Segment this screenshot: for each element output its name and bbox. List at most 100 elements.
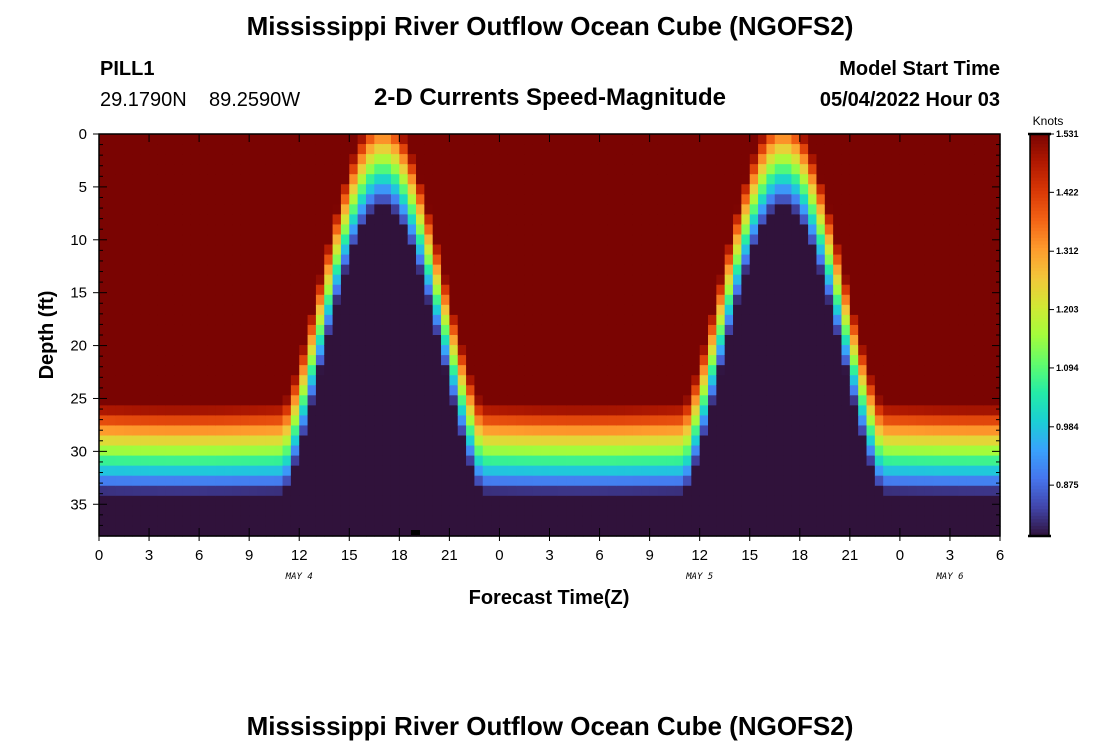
heatmap-cell xyxy=(507,314,517,326)
heatmap-cell xyxy=(349,355,359,366)
heatmap-cell xyxy=(140,304,150,316)
colorbar-segment xyxy=(1030,241,1049,246)
heatmap-cell xyxy=(632,194,642,205)
heatmap-cell xyxy=(791,234,801,246)
heatmap-cell xyxy=(399,324,409,336)
heatmap-cell xyxy=(457,415,467,427)
heatmap-cell xyxy=(232,304,242,316)
heatmap-cell xyxy=(499,224,509,236)
heatmap-cell xyxy=(365,485,375,497)
heatmap-cell xyxy=(199,204,209,215)
heatmap-cell xyxy=(107,405,117,416)
heatmap-cell xyxy=(799,475,809,487)
heatmap-cell xyxy=(407,154,417,165)
heatmap-cell xyxy=(107,335,117,346)
heatmap-cell xyxy=(424,244,434,256)
heatmap-cell xyxy=(741,335,751,346)
x-tick-label: 0 xyxy=(495,547,503,564)
heatmap-cell xyxy=(99,324,108,336)
heatmap-cell xyxy=(833,254,843,266)
heatmap-cell xyxy=(899,445,909,457)
heatmap-cell xyxy=(916,525,926,537)
heatmap-cell xyxy=(624,345,634,356)
heatmap-cell xyxy=(165,324,175,336)
heatmap-cell xyxy=(733,274,742,286)
heatmap-cell xyxy=(649,254,659,266)
heatmap-cell xyxy=(699,254,709,266)
heatmap-cell xyxy=(532,465,542,477)
station-lon: 89.2590W xyxy=(209,89,300,111)
colorbar-segment xyxy=(1030,281,1049,286)
heatmap-cell xyxy=(574,435,584,447)
heatmap-cell xyxy=(582,515,592,527)
heatmap-cell xyxy=(190,395,200,406)
heatmap-cell xyxy=(507,164,517,175)
heatmap-cell xyxy=(958,345,968,356)
heatmap-cell xyxy=(758,304,767,316)
heatmap-cell xyxy=(499,314,509,326)
heatmap-cell xyxy=(649,224,659,236)
heatmap-cell xyxy=(174,274,184,286)
heatmap-cell xyxy=(799,465,809,477)
heatmap-cell xyxy=(774,324,784,336)
heatmap-cell xyxy=(407,174,417,185)
heatmap-cell xyxy=(449,525,459,537)
heatmap-cell xyxy=(357,234,367,246)
heatmap-cell xyxy=(983,254,993,266)
heatmap-cell xyxy=(282,264,292,276)
heatmap-cell xyxy=(190,345,200,356)
heatmap-cell xyxy=(349,425,359,437)
heatmap-cell xyxy=(749,254,759,266)
heatmap-cell xyxy=(99,485,108,497)
heatmap-cell xyxy=(165,505,175,517)
heatmap-cell xyxy=(307,485,317,497)
heatmap-cell xyxy=(874,365,884,376)
heatmap-cell xyxy=(541,515,551,527)
heatmap-cell xyxy=(340,264,350,276)
heatmap-cell xyxy=(482,485,492,497)
heatmap-cell xyxy=(507,224,517,236)
heatmap-cell xyxy=(824,134,834,145)
heatmap-cell xyxy=(174,365,184,376)
heatmap-cell xyxy=(682,154,692,165)
heatmap-cell xyxy=(716,134,726,145)
heatmap-cell xyxy=(457,174,467,185)
heatmap-cell xyxy=(374,355,384,366)
heatmap-cell xyxy=(449,194,459,205)
heatmap-cell xyxy=(524,365,534,376)
heatmap-cell xyxy=(340,134,350,145)
heatmap-cell xyxy=(541,355,551,366)
heatmap-cell xyxy=(332,194,342,205)
heatmap-cell xyxy=(841,144,851,155)
heatmap-cell xyxy=(399,264,409,276)
heatmap-cell xyxy=(616,345,626,356)
heatmap-cell xyxy=(307,214,317,226)
heatmap-cell xyxy=(833,314,843,326)
heatmap-cell xyxy=(916,304,926,316)
heatmap-cell xyxy=(107,244,117,256)
heatmap-cell xyxy=(741,475,751,487)
heatmap-cell xyxy=(240,194,250,205)
heatmap-cell xyxy=(124,144,133,155)
heatmap-cell xyxy=(466,525,476,537)
heatmap-cell xyxy=(265,284,275,296)
heatmap-cell xyxy=(482,194,492,205)
heatmap-cell xyxy=(899,525,909,537)
heatmap-cell xyxy=(499,204,509,215)
heatmap-cell xyxy=(699,144,709,155)
heatmap-cell xyxy=(841,515,851,527)
heatmap-cell xyxy=(908,525,918,537)
heatmap-cell xyxy=(733,505,742,517)
heatmap-cell xyxy=(666,375,676,386)
heatmap-cell xyxy=(833,134,843,145)
heatmap-cell xyxy=(808,174,818,185)
heatmap-cell xyxy=(466,324,476,336)
heatmap-cell xyxy=(457,244,467,256)
heatmap-cell xyxy=(349,485,359,497)
heatmap-cell xyxy=(958,224,968,236)
heatmap-cell xyxy=(983,455,993,467)
heatmap-cell xyxy=(816,244,826,256)
heatmap-cell xyxy=(741,435,751,447)
heatmap-cell xyxy=(849,254,859,266)
